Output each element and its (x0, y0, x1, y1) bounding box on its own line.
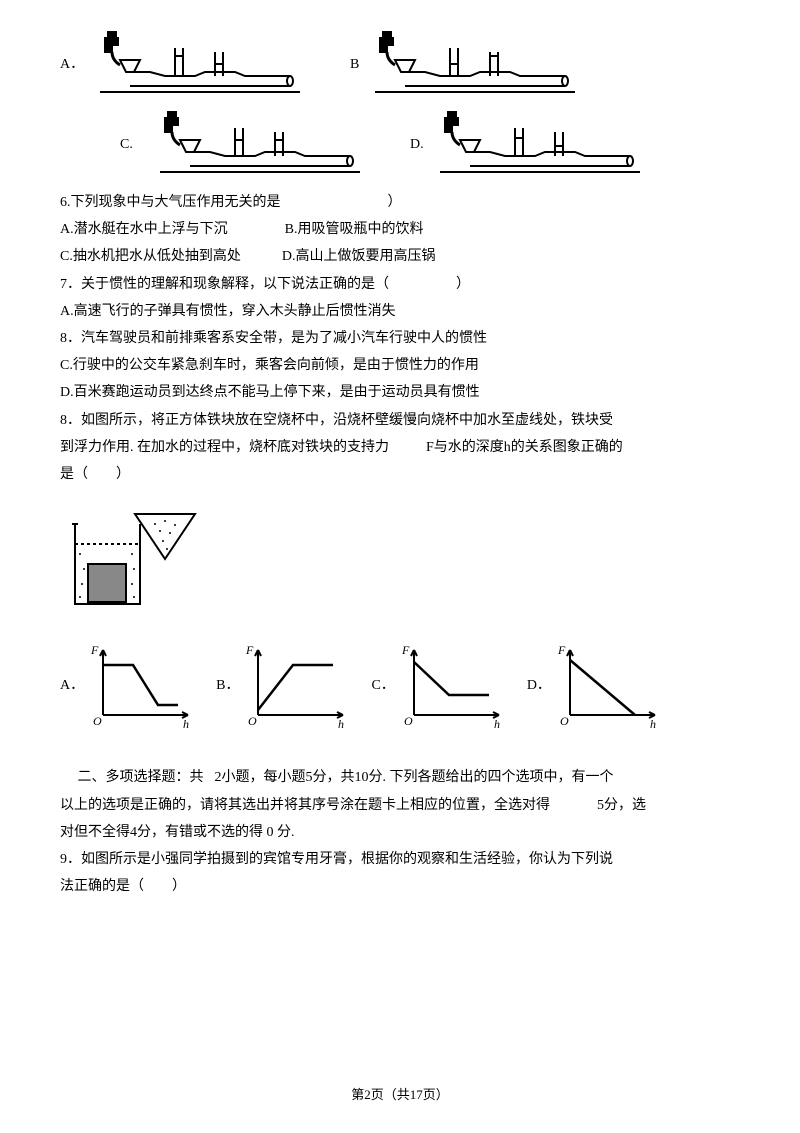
section2-l1a: 二、多项选择题：共 (78, 770, 204, 785)
svg-text:h: h (650, 717, 656, 730)
section2-line3: 对但不全得4分，有错或不选的得 0 分. (60, 820, 740, 845)
q5-opt-b-label: B (350, 52, 359, 77)
q7-stem-text: 7．关于惯性的理解和现象解释，以下说法正确的是（ (60, 277, 389, 292)
svg-text:F: F (245, 643, 254, 657)
q8-graph-c: C． F O h (371, 640, 508, 730)
svg-text:O: O (560, 714, 569, 728)
q8-graph-row: A． F O h B． (60, 640, 740, 730)
pipe-diagram-c (150, 110, 370, 180)
svg-text:F: F (401, 643, 410, 657)
page-footer: 第2页（共17页） (0, 1084, 800, 1103)
q8-opt-d-label: D． (527, 673, 551, 698)
q5-row-cd: C. D. (120, 110, 740, 180)
section2-line1: 二、多项选择题：共 2小题，每小题5分，共10分. 下列各题给出的四个选项中，有… (60, 765, 740, 790)
graph-b-svg: F O h (243, 640, 353, 730)
graph-a-svg: F O h (88, 640, 198, 730)
q8-graph-b: B． F O h (216, 640, 353, 730)
q8-line2: 到浮力作用. 在加水的过程中，烧杯底对铁块的支持力 F与水的深度h的关系图象正确… (60, 435, 740, 460)
q6-opt-c: C.抽水机把水从低处抽到高处 (60, 249, 241, 264)
q6-stem-text: 6.下列现象中与大气压作用无关的是 (60, 195, 281, 210)
q6-opt-d: D.高山上做饭要用高压锅 (282, 249, 436, 264)
page-content: A． B (0, 0, 800, 921)
q5-opt-d-label: D. (410, 132, 424, 157)
svg-text:F: F (557, 643, 566, 657)
q8-line1: 8．如图所示，将正方体铁块放在空烧杯中，沿烧杯壁缓慢向烧杯中加水至虚线处，铁块受 (60, 408, 740, 433)
svg-text:F: F (90, 643, 99, 657)
q7-stem: 7．关于惯性的理解和现象解释，以下说法正确的是（ ） (60, 272, 740, 297)
q7-opt-c: C.行驶中的公交车紧急刹车时，乘客会向前倾，是由于惯性力的作用 (60, 353, 740, 378)
q8-line2a: 到浮力作用. 在加水的过程中，烧杯底对铁块的支持力 (60, 440, 389, 455)
q8-graph-a: A． F O h (60, 640, 198, 730)
graph-c-svg: F O h (399, 640, 509, 730)
q6-row1: A.潜水艇在水中上浮与下沉 B.用吸管吸瓶中的饮料 (60, 217, 740, 242)
q5-opt-a-label: A． (60, 52, 84, 77)
svg-text:h: h (183, 717, 189, 730)
section2-l2b: 5分，选 (597, 798, 646, 813)
graph-d-svg: F O h (555, 640, 665, 730)
q7-opt-a: A.高速飞行的子弹具有惯性，穿入木头静止后惯性消失 (60, 299, 740, 324)
q9-line1: 9．如图所示是小强同学拍摄到的宾馆专用牙膏，根据你的观察和生活经验，你认为下列说 (60, 847, 740, 872)
section2-l1b: 2小题，每小题5分，共10分. 下列各题给出的四个选项中，有一个 (215, 770, 614, 785)
svg-text:O: O (404, 714, 413, 728)
q6-paren: ） (388, 195, 402, 210)
svg-text:O: O (248, 714, 257, 728)
q5-opt-c-label: C. (120, 132, 144, 157)
q7-opt-d: D.百米赛跑运动员到达终点不能马上停下来，是由于运动员具有惯性 (60, 380, 740, 405)
svg-text:h: h (494, 717, 500, 730)
q8-line3: 是（ ） (60, 462, 740, 487)
q6-opt-b: B.用吸管吸瓶中的饮料 (285, 222, 424, 237)
q8-graph-d: D． F O h (527, 640, 665, 730)
q8-opt-b-label: B． (216, 673, 239, 698)
q7-close: ） (456, 277, 470, 292)
svg-text:h: h (338, 717, 344, 730)
q8-line2b: F与水的深度h的关系图象正确的 (426, 440, 623, 455)
pipe-diagram-b (365, 30, 585, 100)
pipe-diagram-a (90, 30, 310, 100)
q9-line2: 法正确的是（ ） (60, 874, 740, 899)
q6-stem: 6.下列现象中与大气压作用无关的是 ） (60, 190, 740, 215)
q8-beaker-figure (60, 499, 740, 628)
q5-row-ab: A． B (60, 30, 740, 100)
q7-opt-b: 8．汽车驾驶员和前排乘客系安全带，是为了减小汽车行驶中人的惯性 (60, 326, 740, 351)
section2-line2: 以上的选项是正确的，请将其选出并将其序号涂在题卡上相应的位置，全选对得 5分，选 (60, 793, 740, 818)
section2-l2a: 以上的选项是正确的，请将其选出并将其序号涂在题卡上相应的位置，全选对得 (60, 798, 550, 813)
q6-opt-a: A.潜水艇在水中上浮与下沉 (60, 222, 228, 237)
pipe-diagram-d (430, 110, 650, 180)
q8-opt-c-label: C． (371, 673, 394, 698)
q6-row2: C.抽水机把水从低处抽到高处 D.高山上做饭要用高压锅 (60, 244, 740, 269)
svg-text:O: O (93, 714, 102, 728)
q8-opt-a-label: A． (60, 673, 84, 698)
page-number: 第2页（共17页） (351, 1087, 449, 1102)
